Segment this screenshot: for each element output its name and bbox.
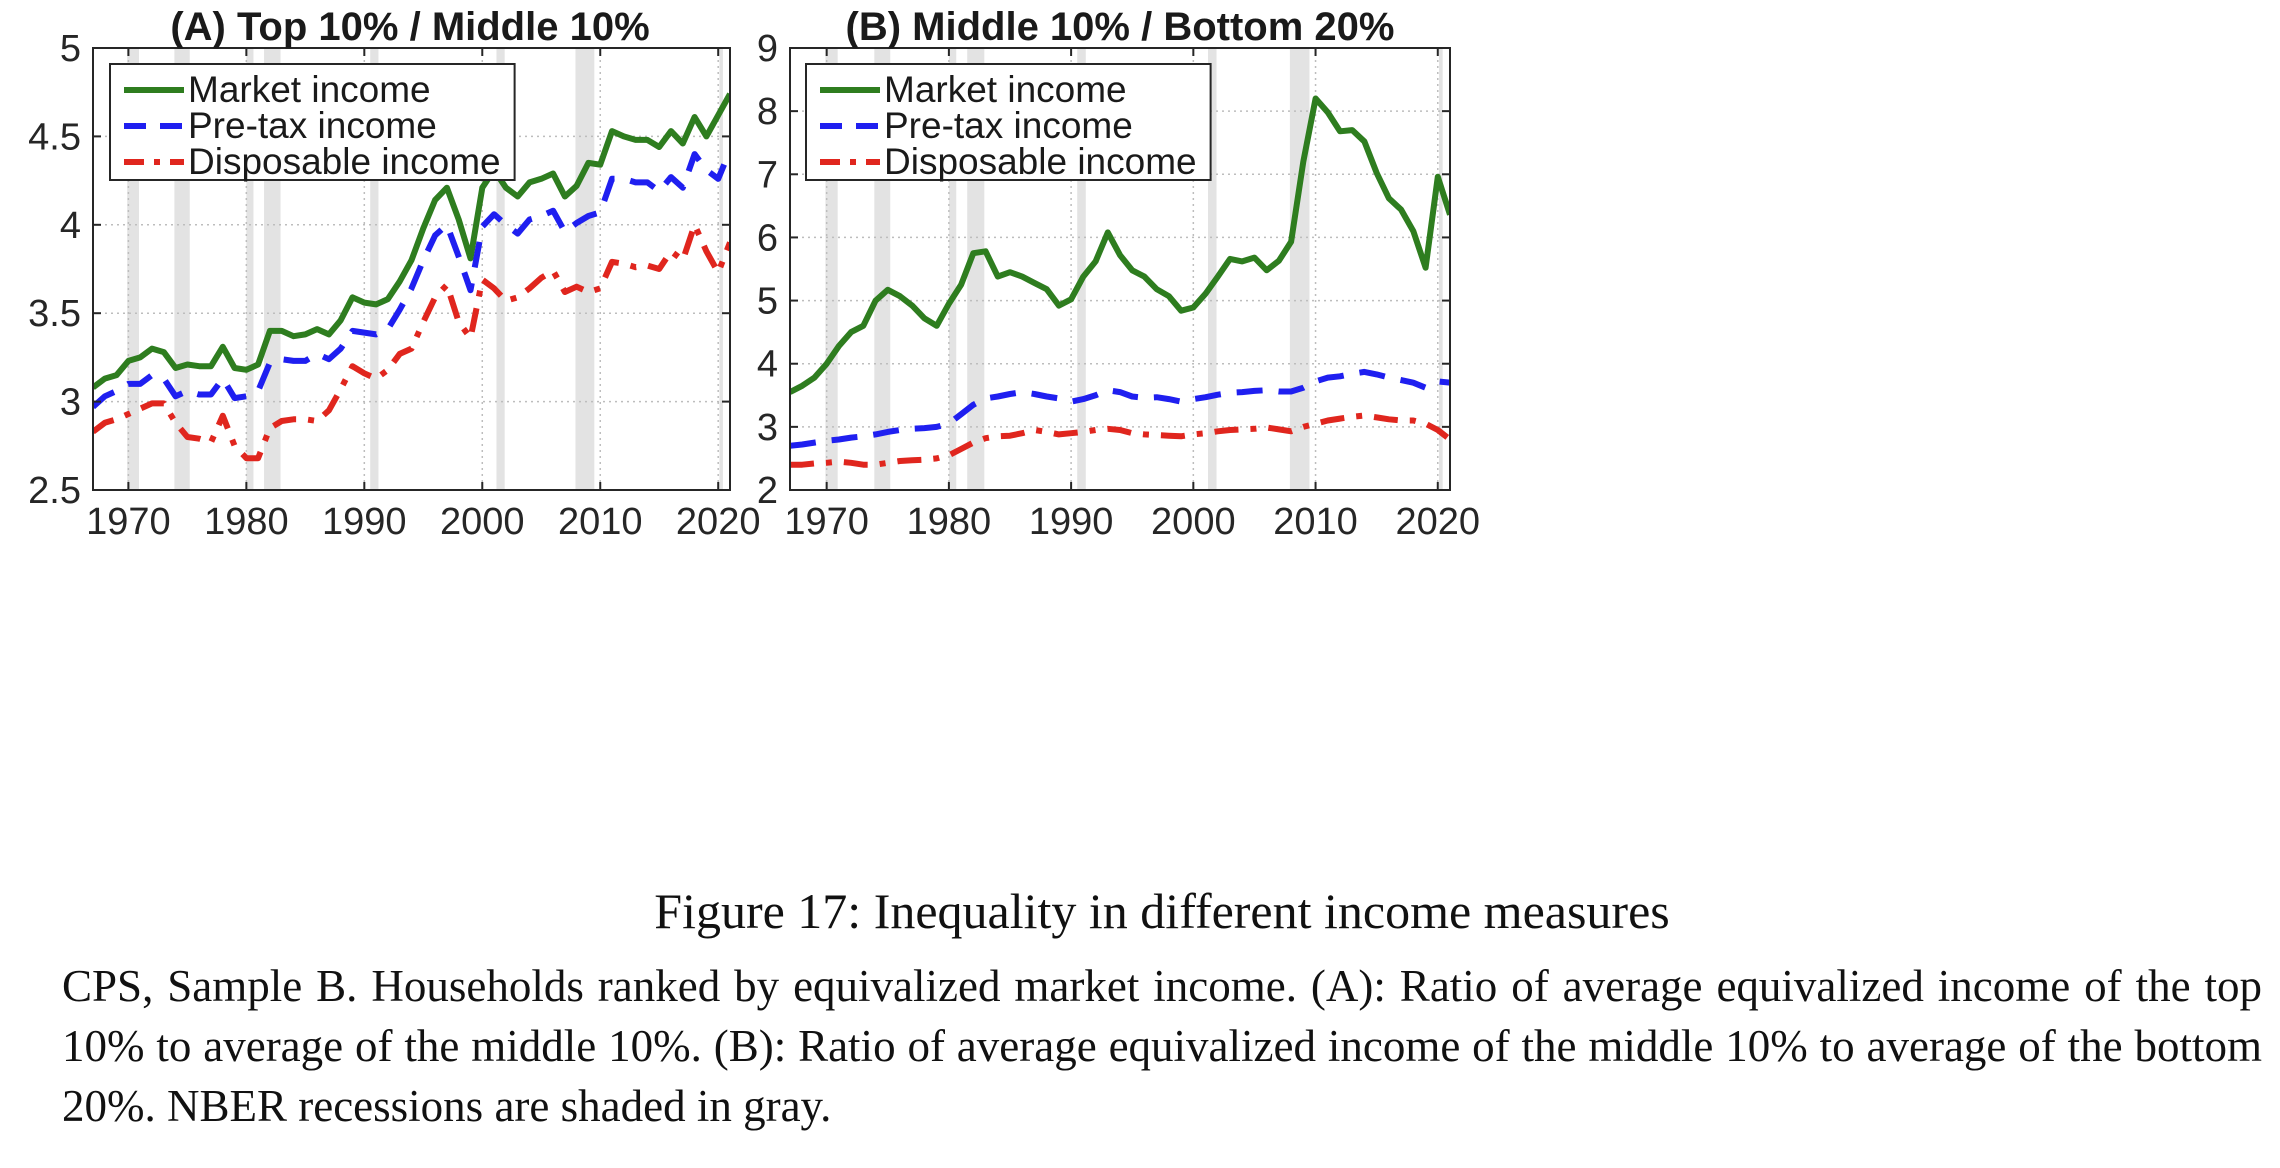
panel-a-recession-band	[370, 48, 379, 490]
panel-a-x-tick-label: 2010	[558, 501, 643, 543]
panel-a-y-tick-label: 3	[60, 382, 81, 424]
panel-a-x-tick-label: 1970	[86, 501, 171, 543]
panel-b-recession-band	[1077, 48, 1086, 490]
panel-a-y-tick-label: 4.5	[28, 116, 81, 158]
panel-a-recession-band	[246, 48, 254, 490]
panel-a-chart: 1970 1980 1990 2000 2010 2020 2.5 3 3.5 4 4.5 5 (A) …	[28, 5, 760, 543]
panel-a-title: (A) Top 10% / Middle 10%	[170, 5, 649, 49]
panel-b-chart: 1970 1980 1990 2000 2010 2020 2 3 4 5 6 7 8 9 (B) Midd…	[757, 5, 1480, 543]
panel-a-axes-box	[92, 47, 731, 491]
panel-a-recession-band	[496, 48, 505, 490]
panel-a-y-tick-label: 3.5	[28, 293, 81, 335]
panel-b-legend-label-3: Disposable income	[884, 141, 1197, 182]
panel-b-x-tick-label: 1980	[907, 501, 992, 543]
panel-b-x-tick-label: 1990	[1029, 501, 1114, 543]
panel-a-x-tick-label: 1990	[322, 501, 407, 543]
panel-b-x-tick-label: 2000	[1151, 501, 1236, 543]
panel-b-series-line-3	[790, 412, 1450, 468]
panel-b-y-tick-label: 3	[757, 407, 778, 449]
panel-b-y-tick-label: 8	[757, 91, 778, 133]
panel-a-y-tick-label: 4	[60, 205, 81, 247]
figure-charts: 1970 1980 1990 2000 2010 2020 2.5 3 3.5 4 4.5 5 (A) …	[28, 5, 1480, 543]
panel-a-y-tick-label: 5	[60, 28, 81, 70]
panel-b-x-tick-label: 1970	[784, 501, 869, 543]
panel-b-title: (B) Middle 10% / Bottom 20%	[846, 5, 1395, 49]
panel-b-y-tick-label: 4	[757, 344, 778, 386]
panel-a-series-line-3	[93, 221, 730, 462]
panel-a-series-line-1	[93, 92, 730, 390]
panel-b-y-tick-label: 5	[757, 281, 778, 323]
panel-b-series-line-2	[790, 368, 1450, 449]
panel-a-legend-label-1: Market income	[188, 69, 431, 110]
panel-b-y-tick-label: 7	[757, 154, 778, 196]
figure-caption: Figure 17: Inequality in different incom…	[62, 880, 2262, 1136]
figure-title: Figure 17: Inequality in different incom…	[654, 883, 1670, 939]
panel-b-recession-band	[1439, 48, 1443, 490]
panel-b-y-tick-label: 2	[757, 470, 778, 512]
panel-b-y-tick-label: 9	[757, 28, 778, 70]
panel-b-x-tick-label: 2020	[1396, 501, 1481, 543]
panel-b-recession-band	[1208, 48, 1217, 490]
panel-b-legend-label-2: Pre-tax income	[884, 105, 1133, 146]
panel-a-x-tick-label: 1980	[204, 501, 289, 543]
panel-a-legend-label-2: Pre-tax income	[188, 105, 437, 146]
panel-a-legend-label-3: Disposable income	[188, 141, 501, 182]
panel-a-recession-band	[719, 48, 723, 490]
panel-a-recession-band	[575, 48, 595, 490]
panel-b-recession-band	[948, 48, 957, 490]
panel-a-recession-band	[127, 48, 140, 490]
panel-a-y-tick-label: 2.5	[28, 470, 81, 512]
panel-b-x-tick-label: 2010	[1273, 501, 1358, 543]
panel-b-legend-label-1: Market income	[884, 69, 1127, 110]
panel-b-y-tick-label: 6	[757, 217, 778, 259]
figure-description: CPS, Sample B. Households ranked by equi…	[62, 961, 2262, 1131]
panel-a-x-tick-label: 2000	[440, 501, 525, 543]
panel-b-axes-box	[789, 47, 1451, 491]
panel-a-series-line-2	[93, 149, 730, 410]
panel-b-series-line-1	[790, 95, 1450, 395]
panel-a-x-tick-label: 2020	[676, 501, 761, 543]
